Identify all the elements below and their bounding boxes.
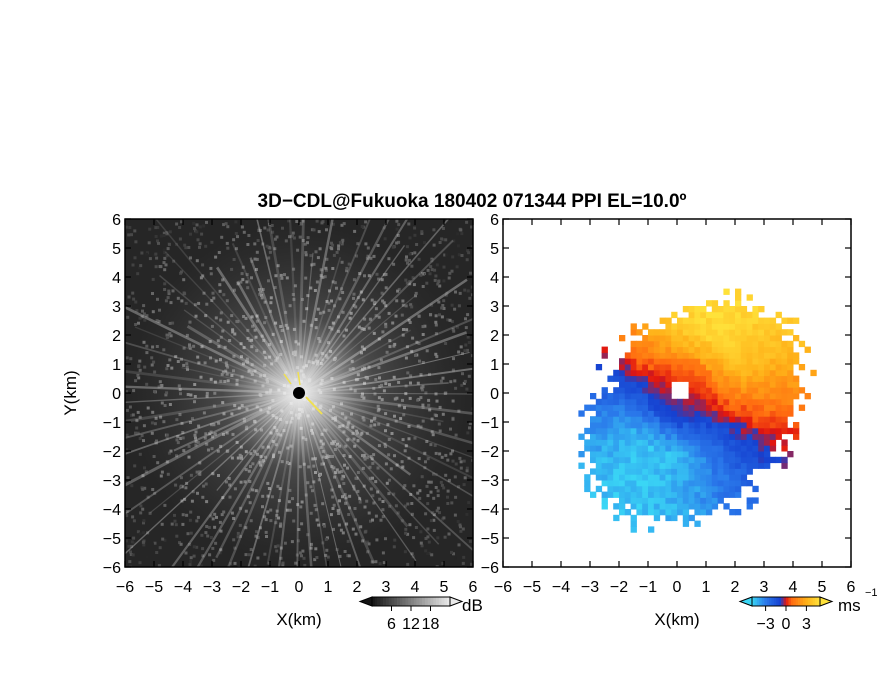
x-tick-label: −6 [494, 579, 512, 596]
axes-left: −6 −5 −4 −3 −2 −1 0 1 2 3 4 5 6 6 5 4 3 2 1 0 −1 −2 −3 −4 −5 −6 [103, 212, 478, 596]
y-tick-label: −5 [481, 531, 499, 548]
y-tick-label: 2 [112, 328, 121, 345]
y-tick-label: −2 [481, 444, 499, 461]
x-tick-label: 0 [295, 579, 304, 596]
y-tick-label: −1 [481, 415, 499, 432]
y-tick-label: −6 [103, 560, 121, 577]
y-tick-label: −1 [103, 415, 121, 432]
x-tick-label: 5 [818, 579, 827, 596]
y-tick-label: 0 [490, 386, 499, 403]
radar-center-dot [293, 387, 305, 399]
colorbar-tick-label: 0 [782, 616, 791, 633]
y-tick-label: 3 [490, 299, 499, 316]
x-tick-label: −5 [145, 579, 163, 596]
x-tick-label: 4 [789, 579, 798, 596]
x-tick-label: −4 [174, 579, 192, 596]
x-tick-label: −1 [639, 579, 657, 596]
x-tick-label: 5 [440, 579, 449, 596]
x-tick-label: −3 [581, 579, 599, 596]
axes-right: −6 −5 −4 −3 −2 −1 0 1 2 3 4 5 6 6 5 4 3 2 1 0 −1 −2 −3 −4 −5 −6 [481, 212, 856, 596]
x-tick-label: 4 [411, 579, 420, 596]
x-tick-label: 2 [353, 579, 362, 596]
x-tick-label: −2 [232, 579, 250, 596]
x-tick-label: −3 [203, 579, 221, 596]
colorbar-tick-label: 18 [422, 616, 440, 633]
colorbar-unit-exponent: −1 [865, 587, 878, 599]
x-tick-label: −4 [552, 579, 570, 596]
y-tick-label: −4 [481, 502, 499, 519]
x-tick-label: 1 [702, 579, 711, 596]
colorbar-reflectivity: 6 12 18 dB [358, 596, 483, 633]
y-tick-label: −3 [481, 473, 499, 490]
y-tick-label: −3 [103, 473, 121, 490]
x-tick-label: −5 [523, 579, 541, 596]
y-tick-label: 4 [490, 270, 499, 287]
x-tick-label: −1 [261, 579, 279, 596]
y-tick-label: −4 [103, 502, 121, 519]
y-tick-label: −2 [103, 444, 121, 461]
x-tick-label: 3 [382, 579, 391, 596]
y-tick-label: 2 [490, 328, 499, 345]
velocity-field [578, 288, 817, 533]
y-axis-label: Y(km) [61, 370, 80, 415]
x-tick-label: 2 [731, 579, 740, 596]
colorbar-tick-label: 12 [402, 616, 420, 633]
y-tick-label: 0 [112, 386, 121, 403]
y-tick-label: 6 [490, 212, 499, 229]
y-tick-label: 3 [112, 299, 121, 316]
x-tick-label: 6 [469, 579, 478, 596]
x-tick-label: −2 [610, 579, 628, 596]
y-tick-label: 1 [490, 357, 499, 374]
radial-spokes [125, 219, 473, 567]
y-tick-label: −6 [481, 560, 499, 577]
colorbar-tick-label: 3 [802, 616, 811, 633]
figure-title: 3D−CDL@Fukuoka 180402 071344 PPI EL=10.0… [258, 191, 687, 212]
y-tick-label: 4 [112, 270, 121, 287]
x-tick-label: 0 [673, 579, 682, 596]
colorbar-unit: dB [462, 596, 483, 615]
colorbar-unit: ms [838, 596, 861, 615]
y-tick-label: −5 [103, 531, 121, 548]
y-tick-label: 1 [112, 357, 121, 374]
colorbar-velocity: −3 0 3 ms −1 [738, 587, 878, 633]
y-tick-label: 5 [490, 241, 499, 258]
x-axis-label-left: X(km) [276, 610, 321, 629]
panel-velocity: −6 −5 −4 −3 −2 −1 0 1 2 3 4 5 6 6 5 4 3 2 1 0 −1 −2 −3 −4 −5 −6 X… [481, 212, 878, 633]
colorbar-tick-label: 6 [387, 616, 396, 633]
yellow-markers [283, 371, 323, 415]
x-axis-label-right: X(km) [654, 610, 699, 629]
x-tick-label: −6 [116, 579, 134, 596]
colorbar-tick-label: −3 [756, 616, 774, 633]
x-tick-label: 3 [760, 579, 769, 596]
x-tick-label: 6 [847, 579, 856, 596]
y-tick-label: 6 [112, 212, 121, 229]
y-tick-label: 5 [112, 241, 121, 258]
x-tick-label: 1 [324, 579, 333, 596]
